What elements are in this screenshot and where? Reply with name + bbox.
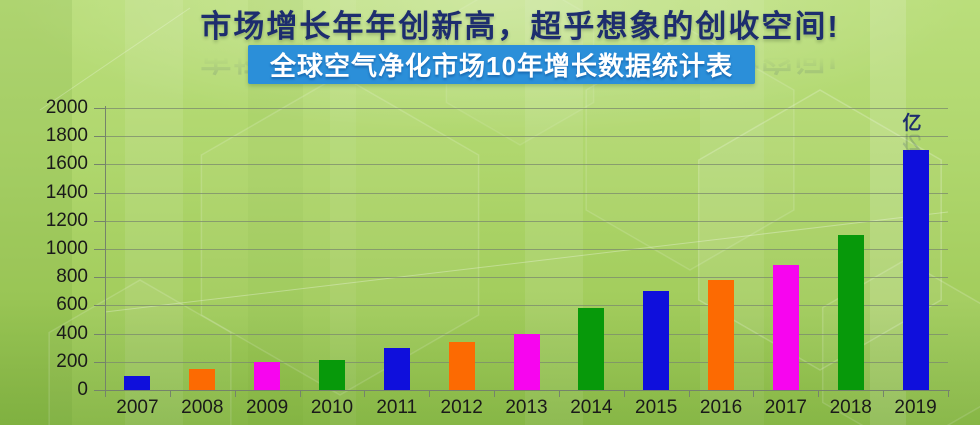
bar-2013 (513, 333, 540, 390)
y-axis-line (105, 106, 106, 397)
x-axis-tick (234, 390, 236, 397)
grid-line (105, 108, 948, 109)
x-axis-tick (818, 390, 820, 397)
x-axis-label-2012: 2012 (440, 397, 483, 418)
grid-line (105, 249, 948, 250)
y-axis-label: 800 (56, 266, 88, 288)
y-axis-label: 1600 (45, 153, 88, 175)
x-axis-label-2009: 2009 (245, 397, 289, 418)
x-axis-label-2018: 2018 (829, 397, 872, 418)
y-axis-label: 400 (56, 322, 88, 344)
y-axis-label: 2000 (45, 97, 88, 118)
bar-2018 (837, 234, 864, 390)
x-axis-label-2010: 2010 (310, 397, 354, 418)
x-axis-tick (105, 390, 106, 397)
y-axis-tick (94, 277, 106, 279)
x-axis-label-2016: 2016 (699, 397, 743, 418)
x-axis-label-2007: 2007 (116, 397, 159, 418)
x-axis-tick (494, 390, 496, 397)
y-axis-label: 0 (77, 379, 88, 400)
y-axis-tick (94, 305, 106, 307)
chart-title-banner: 全球空气净化市场10年增长数据统计表 (248, 45, 755, 84)
y-axis-tick (94, 164, 106, 166)
x-axis-tick (429, 390, 431, 397)
y-axis-tick (94, 108, 106, 109)
x-axis-label-2019: 2019 (894, 397, 937, 418)
y-axis-label: 1800 (45, 125, 88, 147)
x-axis-tick (558, 390, 560, 397)
bar-2019 (902, 150, 929, 390)
x-axis-tick (364, 390, 366, 397)
bar-2010 (318, 360, 345, 390)
x-axis-label-2014: 2014 (570, 397, 613, 418)
bar-2017 (772, 264, 799, 390)
bar-2007 (124, 375, 151, 390)
y-axis-label: 1000 (45, 238, 88, 259)
grid-line (105, 192, 948, 194)
y-axis-tick (94, 249, 106, 250)
x-axis-tick (623, 390, 625, 397)
y-axis-label: 200 (56, 350, 88, 372)
y-axis-tick (94, 192, 106, 194)
x-axis-tick (169, 390, 171, 397)
x-axis-label-2008: 2008 (181, 397, 224, 418)
x-axis-tick (299, 390, 301, 397)
x-axis-tick (948, 390, 949, 397)
x-axis-label-2013: 2013 (505, 397, 548, 418)
y-axis-label: 1400 (45, 181, 88, 203)
bar-2014 (578, 308, 605, 390)
y-axis-label: 600 (56, 294, 88, 316)
x-axis-tick (753, 390, 755, 397)
chart-title-text: 全球空气净化市场10年增长数据统计表 (270, 51, 733, 81)
unit-label: 亿 (902, 113, 922, 134)
bar-2008 (189, 368, 216, 390)
grid-line (105, 220, 948, 222)
x-axis-label-2015: 2015 (635, 397, 678, 418)
y-axis-tick (94, 333, 106, 335)
page-title: 市场增长年年创新高，超乎想象的创收空间! (200, 9, 840, 44)
bar-2016 (708, 280, 735, 390)
bar-2011 (383, 347, 410, 390)
bar-2012 (448, 342, 475, 390)
grid-line (105, 164, 948, 166)
y-axis-tick (94, 361, 106, 363)
x-axis-line (94, 390, 950, 391)
grid-line (105, 136, 948, 138)
x-axis-tick (883, 390, 885, 397)
y-axis-tick (94, 136, 106, 138)
grid-line (105, 277, 948, 279)
y-axis-label: 1200 (45, 209, 88, 231)
x-axis-label-2011: 2011 (376, 397, 418, 418)
bar-2015 (643, 291, 670, 390)
y-axis-tick (94, 220, 106, 222)
x-axis-label-2017: 2017 (764, 397, 808, 418)
x-axis-tick (688, 390, 690, 397)
grid-line (105, 305, 948, 307)
bar-2009 (254, 361, 281, 390)
unit-label-reflection: 亿 (902, 131, 922, 152)
